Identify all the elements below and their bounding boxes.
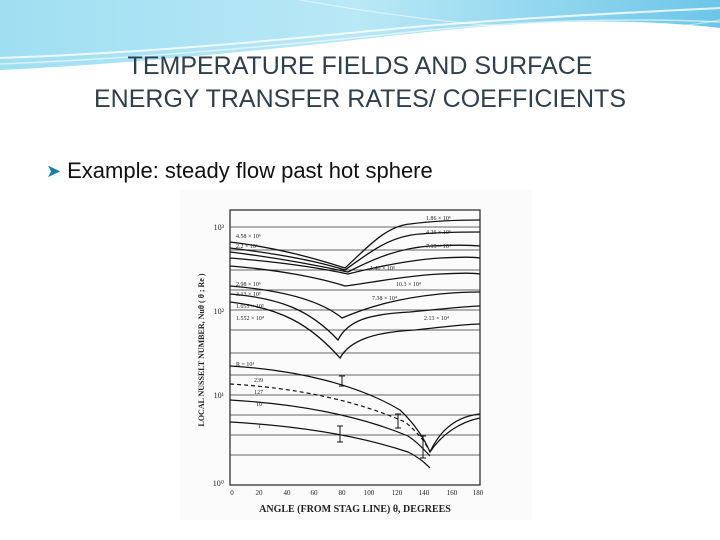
curve-label: 1.40 × 10⁵: [370, 266, 395, 272]
nusselt-curves: [229, 219, 481, 360]
curve: [229, 256, 481, 275]
curve-label: 10.3 × 10⁴: [396, 282, 421, 288]
curve: [229, 265, 481, 287]
curve: [229, 219, 481, 269]
y-tick-label: 10³: [214, 223, 225, 232]
x-tick-label: 120: [392, 489, 403, 497]
header-banner: [0, 0, 720, 70]
curve: [229, 293, 481, 342]
grid-lines: [230, 226, 480, 456]
right-curve-labels: 1.86 × 10⁶ 4.26 × 10⁵ 7.19 × 10⁴ 1.40 × …: [370, 216, 451, 322]
x-tick-label: 160: [447, 489, 458, 497]
curve-label: 2.13 × 10⁴: [424, 316, 449, 322]
curve: [229, 301, 481, 360]
x-tick-label: 60: [311, 489, 319, 497]
curve: [229, 399, 431, 457]
curve-label: 7.38 × 10⁴: [372, 296, 397, 302]
nusselt-figure: 10³ 10² 10¹ 10⁰ 0 20 40 60 80 100 120: [180, 190, 532, 520]
x-tick-label: 140: [419, 489, 430, 497]
curve-label: 3.13 × 10⁵: [236, 292, 261, 298]
curve-label: 1.055 × 10⁵: [236, 304, 264, 310]
curve-label: 127: [254, 390, 263, 396]
curve-label: 4.26 × 10⁵: [426, 230, 451, 236]
curve-label: 7.19 × 10⁴: [426, 244, 451, 250]
y-tick-label: 10⁰: [213, 479, 224, 488]
curve: [429, 413, 481, 453]
curve: [229, 231, 481, 271]
curve-label: 1.552 × 10⁴: [236, 316, 264, 322]
x-tick-label: 80: [339, 489, 347, 497]
x-axis-label: ANGLE (FROM STAG LINE) θ, DEGREES: [259, 504, 451, 515]
bullet-item: ➤ Example: steady flow past hot sphere: [46, 158, 433, 184]
y-axis-label: LOCAL NUSSELT NUMBER, Nuθ ( θ ; Re ): [197, 273, 206, 426]
plot-frame: [229, 209, 481, 486]
curve-label: 1: [258, 424, 261, 430]
bullet-text: Example: steady flow past hot sphere: [67, 158, 433, 183]
error-bars: [337, 375, 426, 459]
curve: [229, 285, 481, 319]
curve-label: 1.86 × 10⁶: [426, 216, 451, 222]
x-tick-label: 180: [473, 489, 484, 497]
x-tick-label: 40: [284, 489, 292, 497]
curve: [229, 365, 481, 454]
x-tick-label: 0: [230, 489, 234, 497]
title-line-1: TEMPERATURE FIELDS AND SURFACE: [127, 52, 593, 80]
curve: [229, 421, 431, 469]
x-tick-labels: 0 20 40 60 80 100 120 140 160 180: [230, 489, 484, 497]
arrow-bullet-icon: ➤: [46, 161, 62, 181]
y-tick-label: 10²: [214, 307, 225, 316]
curve-label: 4.58 × 10⁶: [236, 234, 261, 240]
curve: [229, 244, 481, 273]
y-tick-label: 10¹: [214, 391, 225, 400]
curve-label: R = 10³: [236, 362, 254, 368]
curve-label: 2.2 × 10⁶: [236, 244, 258, 250]
curve-label: 10: [256, 402, 262, 408]
x-tick-label: 100: [364, 489, 375, 497]
curve-label: 2.98 × 10⁶: [236, 282, 261, 288]
nusselt-plot: 10³ 10² 10¹ 10⁰ 0 20 40 60 80 100 120: [197, 209, 484, 515]
x-tick-label: 20: [256, 489, 264, 497]
curve-label: 239: [254, 378, 263, 384]
title-line-2: ENERGY TRANSFER RATES/ COEFFICIENTS: [93, 85, 627, 113]
left-curve-labels: 4.58 × 10⁶ 2.2 × 10⁶ 2.98 × 10⁶ 3.13 × 1…: [236, 234, 264, 430]
slide-title: TEMPERATURE FIELDS AND SURFACE ENERGY TR…: [0, 50, 720, 116]
nusselt-curves-low: [229, 365, 481, 469]
